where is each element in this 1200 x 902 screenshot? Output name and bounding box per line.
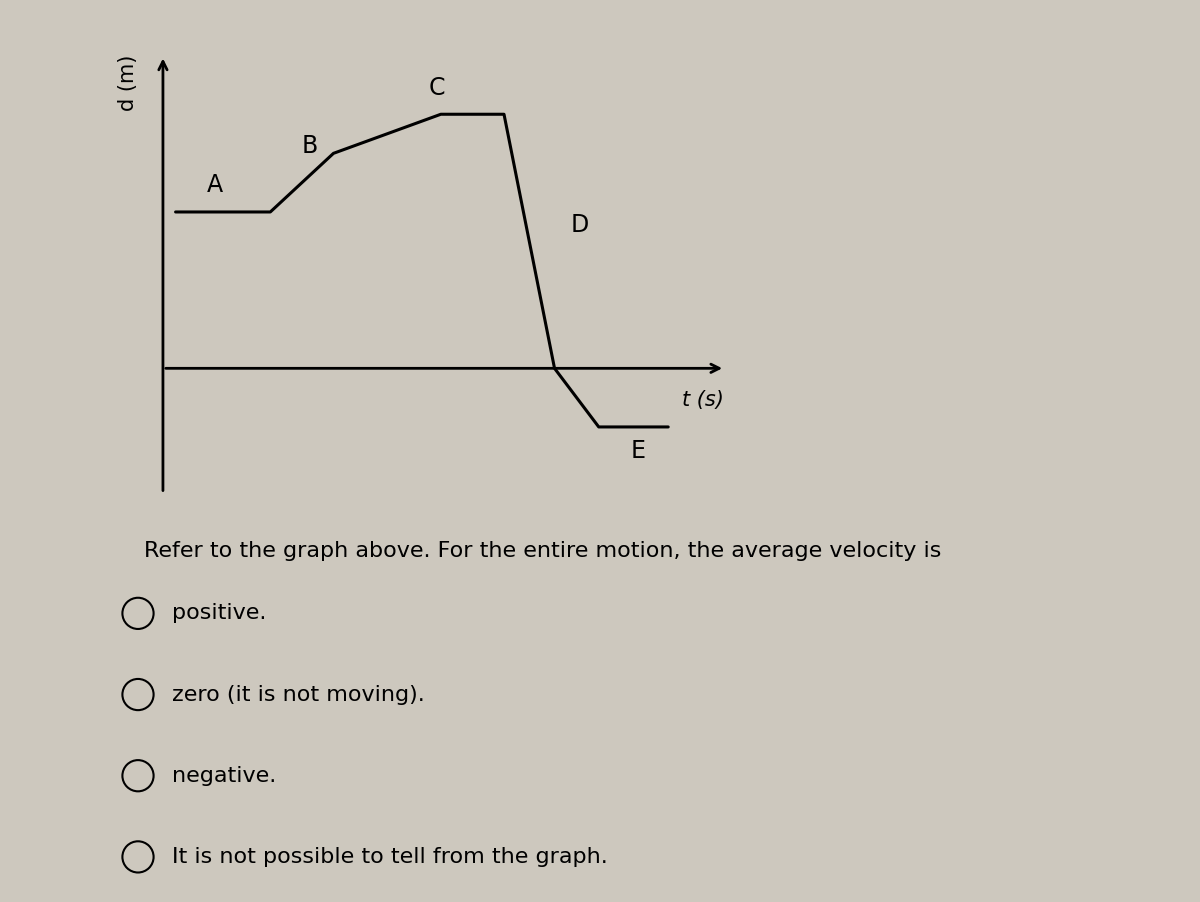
Text: E: E <box>630 439 646 464</box>
Text: A: A <box>208 173 223 198</box>
Text: d (m): d (m) <box>119 55 138 111</box>
Text: It is not possible to tell from the graph.: It is not possible to tell from the grap… <box>172 847 607 867</box>
Text: Refer to the graph above. For the entire motion, the average velocity is: Refer to the graph above. For the entire… <box>144 541 941 561</box>
Text: D: D <box>570 213 588 236</box>
Text: t (s): t (s) <box>682 390 724 410</box>
Text: positive.: positive. <box>172 603 266 623</box>
Text: negative.: negative. <box>172 766 276 786</box>
Text: B: B <box>302 134 318 159</box>
Text: zero (it is not moving).: zero (it is not moving). <box>172 685 425 704</box>
Text: C: C <box>428 76 445 100</box>
